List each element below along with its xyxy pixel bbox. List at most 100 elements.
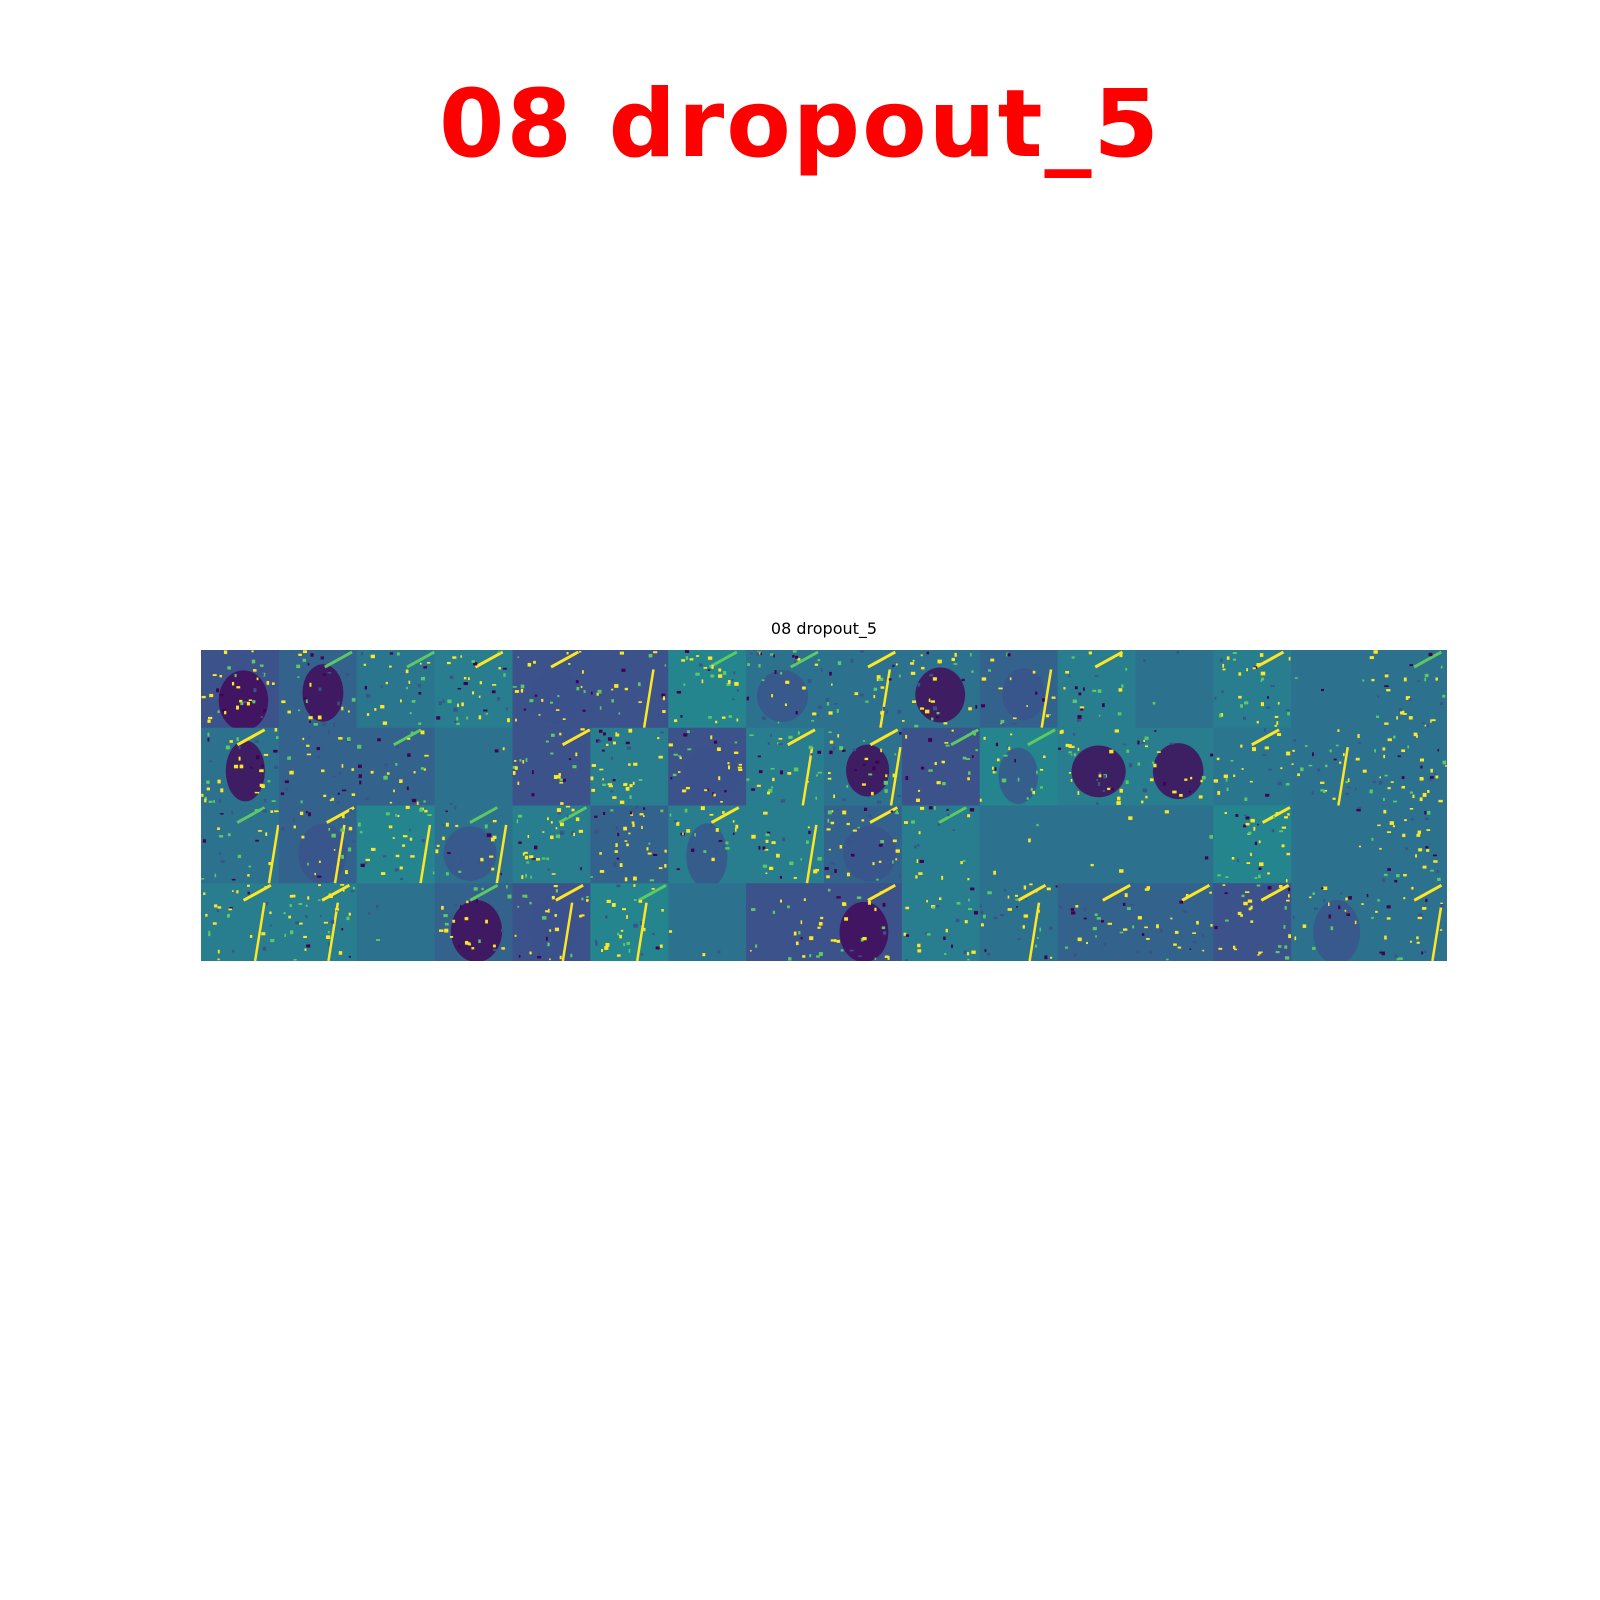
tile-speckle (1055, 885, 1058, 888)
tile-speckle (305, 699, 308, 704)
feature-map-tile (1057, 650, 1136, 729)
tile-speckle (417, 683, 421, 688)
tile-speckle (605, 942, 610, 947)
tile-speckle (1146, 886, 1151, 890)
tile-speckle (632, 697, 637, 699)
tile-speckle (1007, 653, 1011, 657)
tile-speckle (1335, 744, 1339, 747)
tile-speckle (610, 809, 614, 812)
tile-speckle (1071, 911, 1076, 915)
tile-speckle (677, 771, 681, 773)
tile-speckle (993, 870, 997, 875)
feature-map-tile (901, 805, 981, 884)
tile-speckle (793, 931, 797, 936)
tile-speckle (707, 656, 713, 660)
tile-speckle (984, 949, 987, 953)
tile-speckle (260, 715, 263, 719)
tile-speckle (557, 811, 561, 815)
tile-speckle (550, 733, 555, 737)
tile-speckle (746, 778, 750, 781)
tile-speckle (217, 906, 222, 909)
tile-stripe (393, 728, 422, 747)
tile-speckle (625, 741, 630, 745)
tile-speckle (980, 923, 984, 927)
tile-speckle (283, 912, 286, 915)
tile-speckle (1007, 895, 1010, 899)
tile-speckle (255, 839, 259, 842)
tile-speckle (248, 699, 253, 701)
tile-speckle (918, 831, 921, 835)
tile-speckle (780, 899, 782, 903)
tile-speckle (351, 698, 356, 702)
tile-speckle (444, 928, 449, 933)
tile-speckle (1260, 680, 1263, 683)
tile-speckle (1286, 852, 1291, 856)
tile-speckle (1243, 901, 1248, 906)
tile-speckle (914, 845, 917, 849)
tile-speckle (426, 662, 431, 664)
tile-speckle (1036, 770, 1038, 775)
tile-speckle (201, 793, 204, 797)
tile-speckle (671, 752, 675, 756)
tile-speckle (953, 663, 958, 665)
tile-speckle (802, 686, 806, 690)
tile-speckle (522, 852, 525, 856)
tile-speckle (346, 916, 350, 921)
tile-speckle (998, 687, 1003, 690)
tile-speckle (993, 916, 998, 920)
tile-speckle (685, 656, 689, 660)
tile-speckle (652, 853, 658, 857)
tile-speckle (898, 674, 901, 678)
tile-speckle (614, 684, 619, 688)
tile-speckle (238, 746, 241, 749)
tile-speckle (1035, 691, 1038, 695)
tile-speckle (507, 894, 512, 899)
tile-speckle (903, 821, 909, 824)
feature-map-tile (512, 805, 591, 884)
tile-stripe (938, 806, 967, 824)
tile-speckle (1230, 759, 1234, 762)
tile-speckle (579, 915, 583, 918)
tile-speckle (252, 700, 256, 704)
tile-speckle (399, 779, 403, 783)
tile-speckle (269, 924, 272, 927)
tile-speckle (314, 872, 317, 876)
tile-speckle (1252, 667, 1256, 670)
tile-speckle (1442, 760, 1447, 765)
tile-speckle (879, 891, 883, 893)
tile-speckle (1294, 936, 1297, 941)
tile-speckle (777, 742, 780, 745)
tile-background (201, 805, 280, 884)
tile-speckle (234, 673, 237, 678)
tile-speckle (803, 898, 806, 902)
tile-speckle (960, 861, 963, 865)
tile-speckle (1322, 790, 1326, 793)
tile-blob (225, 740, 265, 802)
tile-speckle (566, 651, 569, 655)
tile-speckle (1232, 652, 1237, 655)
feature-map-tile (746, 650, 825, 729)
tile-speckle (773, 654, 775, 658)
feature-map-tile (1213, 883, 1292, 961)
tile-speckle (768, 788, 773, 793)
tile-speckle (1124, 893, 1128, 898)
tile-speckle (669, 813, 672, 817)
tile-speckle (546, 857, 550, 861)
tile-speckle (580, 867, 582, 871)
tile-speckle (1152, 701, 1156, 705)
tile-speckle (246, 701, 250, 706)
tile-speckle (938, 897, 942, 901)
feature-map-tile (434, 650, 513, 729)
tile-speckle (1416, 735, 1418, 738)
tile-speckle (983, 736, 986, 740)
tile-speckle (527, 834, 530, 839)
tile-speckle (342, 814, 345, 819)
tile-speckle (647, 852, 652, 855)
tile-speckle (1385, 671, 1388, 674)
tile-speckle (553, 775, 558, 779)
tile-speckle (497, 651, 501, 653)
tile-speckle (220, 788, 224, 793)
tile-speckle (727, 765, 731, 770)
tile-speckle (1422, 865, 1427, 869)
tile-speckle (1354, 920, 1357, 925)
